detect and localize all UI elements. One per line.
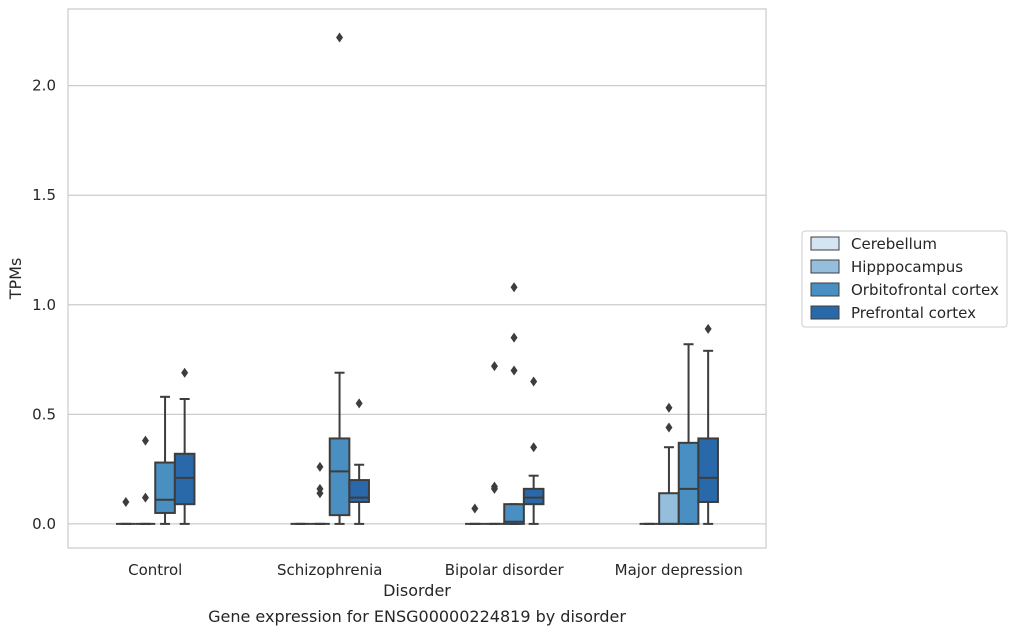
outlier-point bbox=[704, 323, 712, 334]
box-hipppocampus bbox=[484, 361, 505, 525]
outlier-point bbox=[665, 422, 673, 433]
x-axis-label: Disorder bbox=[383, 581, 451, 600]
x-tick-label: Major depression bbox=[615, 561, 743, 579]
outlier-point bbox=[336, 32, 344, 43]
box-orbitofrontal-cortex bbox=[503, 282, 525, 525]
y-tick-label: 1.0 bbox=[32, 296, 56, 314]
box-hipppocampus bbox=[135, 435, 156, 525]
box-body bbox=[658, 492, 680, 525]
outlier-point bbox=[510, 282, 518, 293]
box-body bbox=[348, 479, 370, 503]
legend-swatch bbox=[810, 259, 840, 274]
x-tick-label: Schizophrenia bbox=[277, 561, 382, 579]
chart-caption: Gene expression for ENSG00000224819 by d… bbox=[208, 607, 626, 626]
y-tick-label: 1.5 bbox=[32, 186, 56, 204]
outlier-point bbox=[665, 402, 673, 413]
box-body bbox=[503, 503, 525, 525]
box-body bbox=[328, 437, 351, 517]
box-orbitofrontal-cortex bbox=[328, 32, 351, 525]
legend: Cerebellum Hipppocampus Orbitofrontal cort… bbox=[801, 230, 1008, 328]
box-body bbox=[173, 452, 196, 506]
box-prefrontal-cortex bbox=[522, 376, 545, 525]
legend-label: Cerebellum bbox=[851, 235, 937, 253]
outlier-point bbox=[510, 332, 518, 343]
box-body bbox=[697, 437, 719, 503]
box-body bbox=[154, 461, 176, 514]
outlier-point bbox=[181, 367, 189, 378]
y-axis-ticks: 0.0 0.5 1.0 1.5 2.0 bbox=[32, 77, 56, 533]
outlier-point bbox=[510, 365, 518, 376]
grid-lines bbox=[68, 85, 766, 525]
outlier-point bbox=[141, 492, 149, 503]
box-body bbox=[677, 441, 700, 525]
outlier-point bbox=[530, 442, 538, 453]
y-tick-label: 0.0 bbox=[32, 515, 56, 533]
x-axis-ticks: Control Schizophrenia Bipolar disorder Majo… bbox=[128, 561, 743, 579]
legend-frame bbox=[801, 230, 1008, 328]
legend-swatch bbox=[810, 305, 840, 320]
x-tick-label: Bipolar disorder bbox=[445, 561, 565, 579]
outlier-point bbox=[316, 483, 324, 494]
box-cerebellum bbox=[116, 496, 136, 525]
plot-frame bbox=[67, 8, 767, 549]
y-tick-label: 0.5 bbox=[32, 405, 56, 423]
box-prefrontal-cortex bbox=[348, 398, 370, 525]
y-tick-label: 2.0 bbox=[32, 77, 56, 95]
box-hipppocampus bbox=[310, 461, 330, 525]
outlier-point bbox=[122, 496, 130, 507]
legend-swatch bbox=[810, 282, 840, 297]
outlier-point bbox=[530, 376, 538, 387]
legend-label: Prefrontal cortex bbox=[851, 304, 976, 322]
outlier-point bbox=[141, 435, 149, 446]
box-cerebellum bbox=[465, 503, 485, 525]
box-body bbox=[522, 487, 545, 506]
box-orbitofrontal-cortex bbox=[154, 395, 176, 525]
outlier-point bbox=[355, 398, 363, 409]
legend-swatch bbox=[810, 236, 840, 251]
x-tick-label: Control bbox=[128, 561, 182, 579]
box-hipppocampus bbox=[658, 402, 680, 525]
box-prefrontal-cortex bbox=[173, 367, 196, 525]
box-orbitofrontal-cortex bbox=[677, 343, 700, 525]
outlier-point bbox=[490, 481, 498, 492]
y-axis-label: TPMs bbox=[6, 258, 25, 301]
outlier-point bbox=[316, 461, 324, 472]
outlier-point bbox=[471, 503, 479, 514]
box-prefrontal-cortex bbox=[697, 323, 719, 525]
box-plot-area bbox=[116, 32, 719, 525]
legend-label: Orbitofrontal cortex bbox=[851, 281, 999, 299]
legend-label: Hipppocampus bbox=[851, 258, 963, 276]
outlier-point bbox=[490, 361, 498, 372]
